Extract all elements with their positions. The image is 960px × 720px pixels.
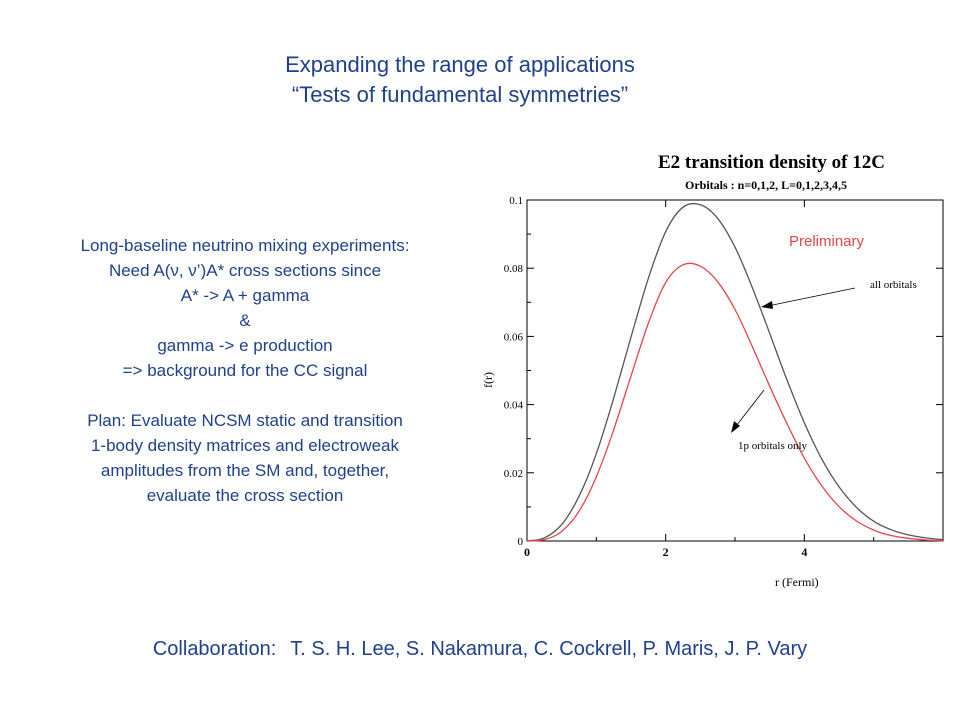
- title-line-1: Expanding the range of applications: [285, 52, 635, 77]
- plot-frame: [526, 199, 944, 542]
- body-line: => background for the CC signal: [122, 361, 368, 380]
- series-line-all_orbitals: [526, 202, 944, 542]
- body-line: A* -> A + gamma: [180, 286, 310, 305]
- transition-density-figure: E2 transition density of 12C Orbitals : …: [470, 140, 950, 595]
- y-tick-label: 0.06: [504, 331, 524, 343]
- x-tick-label: 4: [801, 545, 807, 559]
- collaboration-label: Collaboration:: [152, 638, 277, 660]
- y-tick-label: 0.04: [504, 400, 524, 412]
- chart-title: E2 transition density of 12C: [658, 152, 885, 173]
- x-tick-label: 0: [524, 545, 530, 559]
- body-line: gamma -> e production: [157, 336, 333, 355]
- p-orbitals-arrow: [731, 389, 765, 433]
- chart-subtitle: Orbitals : n=0,1,2, L=0,1,2,3,4,5: [685, 178, 847, 192]
- plan-line: amplitudes from the SM and, together,: [100, 461, 390, 480]
- p-orbitals-annotation: 1p orbitals only: [738, 440, 808, 452]
- y-axis-label: f(r): [481, 372, 495, 388]
- tick-marks: [526, 199, 943, 542]
- plan-line: Plan: Evaluate NCSM static and transitio…: [87, 411, 403, 430]
- body-line: &: [239, 311, 251, 330]
- series-lines: [526, 202, 944, 542]
- preliminary-annotation: Preliminary: [789, 233, 865, 250]
- body-line: Need A(ν, ν’)A* cross sections since: [108, 261, 382, 280]
- all-orbitals-annotation: all orbitals: [870, 279, 917, 291]
- y-tick-label: 0.1: [509, 195, 523, 207]
- series-line-p_orbitals: [526, 262, 944, 542]
- plan-line: 1-body density matrices and electroweak: [90, 436, 400, 455]
- tick-labels: 0 2 4 0 0.02 0.04 0.06 0.08 0.1: [504, 195, 808, 559]
- chart-svg: E2 transition density of 12C Orbitals : …: [481, 152, 944, 589]
- x-axis-label: r (Fermi): [775, 575, 819, 589]
- paragraph-gap: [20, 383, 470, 408]
- slide-body: Long-baseline neutrino mixing experiment…: [20, 233, 470, 508]
- plan-line: evaluate the cross section: [146, 486, 344, 505]
- y-tick-label: 0.02: [504, 468, 523, 480]
- title-line-2: “Tests of fundamental symmetries”: [291, 82, 629, 107]
- slide-title: Expanding the range of applications “Tes…: [180, 50, 740, 110]
- all-orbitals-arrow: [761, 287, 856, 309]
- collaboration-names: T. S. H. Lee, S. Nakamura, C. Cockrell, …: [290, 638, 808, 660]
- x-tick-label: 2: [663, 545, 669, 559]
- body-line: Long-baseline neutrino mixing experiment…: [80, 236, 410, 255]
- y-tick-label: 0.08: [504, 263, 524, 275]
- collaboration-line: Collaboration: T. S. H. Lee, S. Nakamura,…: [0, 638, 960, 661]
- y-tick-label: 0: [518, 536, 524, 548]
